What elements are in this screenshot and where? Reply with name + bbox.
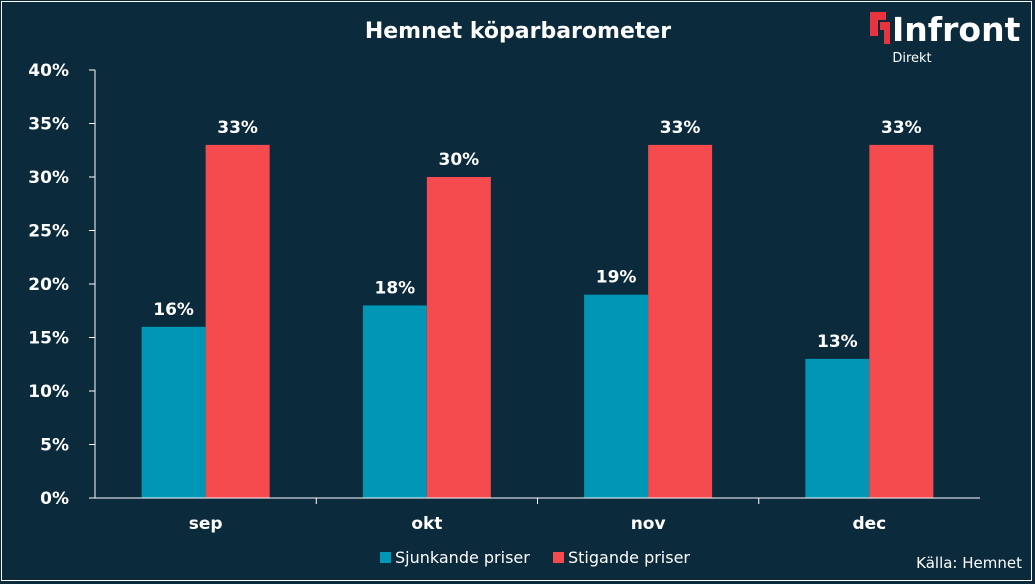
infront-logo: Infront Direkt — [870, 10, 1021, 66]
logo-subtitle: Direkt — [892, 51, 931, 66]
legend-swatch — [380, 552, 391, 563]
data-label: 33% — [881, 118, 922, 138]
logo-mark-icon — [870, 12, 890, 44]
y-tick-label: 0% — [40, 489, 69, 509]
chart-title: Hemnet köparbarometer — [365, 19, 671, 44]
data-label: 16% — [153, 300, 194, 320]
bar-nov-0 — [584, 294, 649, 498]
y-tick-label: 5% — [40, 436, 69, 456]
y-tick-label: 30% — [28, 168, 69, 188]
legend: Sjunkande priser Stigande priser — [380, 548, 690, 567]
x-axis: sep okt nov dec — [95, 497, 980, 534]
legend-label: Stigande priser — [568, 548, 690, 567]
data-label: 30% — [439, 150, 480, 170]
x-tick-label: dec — [852, 514, 886, 534]
y-tick-label: 20% — [28, 275, 69, 295]
bar-dec-0 — [805, 358, 870, 498]
legend-label: Sjunkande priser — [395, 548, 530, 567]
data-label: 13% — [817, 332, 858, 352]
logo-wordmark: Infront — [892, 10, 1021, 49]
legend-swatch — [553, 552, 564, 563]
data-label: 33% — [660, 118, 701, 138]
y-tick-label: 15% — [28, 329, 69, 349]
data-label: 19% — [596, 268, 637, 288]
y-tick-label: 35% — [28, 115, 69, 135]
y-axis: 0% 5% 10% 15% 20% 25% 30% 35% 40% — [28, 61, 96, 509]
bar-dec-1 — [869, 144, 934, 498]
bar-nov-1 — [648, 144, 713, 498]
bar-okt-0 — [362, 305, 427, 498]
bar-okt-1 — [426, 177, 491, 498]
bar-sep-0 — [141, 326, 206, 498]
x-tick-label: sep — [189, 514, 223, 534]
y-tick-label: 25% — [28, 222, 69, 242]
source-note: Källa: Hemnet — [916, 554, 1022, 572]
bar-sep-1 — [205, 144, 270, 498]
data-label: 33% — [217, 118, 258, 138]
bars: 16% 33% 18% 30% 19% 33% 13% 33% — [141, 118, 934, 498]
x-tick-label: okt — [411, 514, 442, 534]
y-tick-label: 40% — [28, 61, 69, 81]
y-tick-label: 10% — [28, 382, 69, 402]
x-tick-label: nov — [631, 514, 666, 534]
data-label: 18% — [375, 278, 416, 298]
